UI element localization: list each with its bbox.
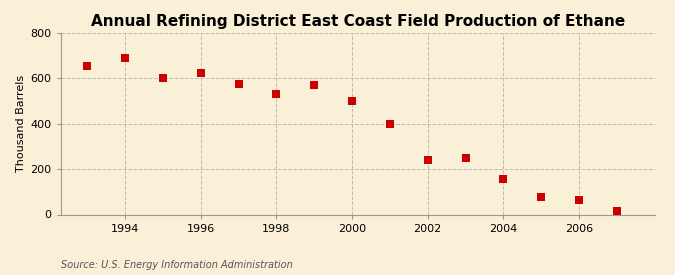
Point xyxy=(460,156,471,160)
Point xyxy=(119,56,130,60)
Y-axis label: Thousand Barrels: Thousand Barrels xyxy=(16,75,26,172)
Point xyxy=(271,92,281,97)
Text: Source: U.S. Energy Information Administration: Source: U.S. Energy Information Administ… xyxy=(61,260,292,270)
Point xyxy=(423,158,433,162)
Point xyxy=(82,64,92,68)
Point xyxy=(347,99,358,103)
Point xyxy=(536,195,547,200)
Point xyxy=(157,76,168,81)
Title: Annual Refining District East Coast Field Production of Ethane: Annual Refining District East Coast Fiel… xyxy=(90,14,625,29)
Point xyxy=(195,70,206,75)
Point xyxy=(574,197,585,202)
Point xyxy=(309,83,320,87)
Point xyxy=(233,82,244,86)
Point xyxy=(385,122,396,126)
Point xyxy=(498,177,509,182)
Point xyxy=(612,209,622,213)
